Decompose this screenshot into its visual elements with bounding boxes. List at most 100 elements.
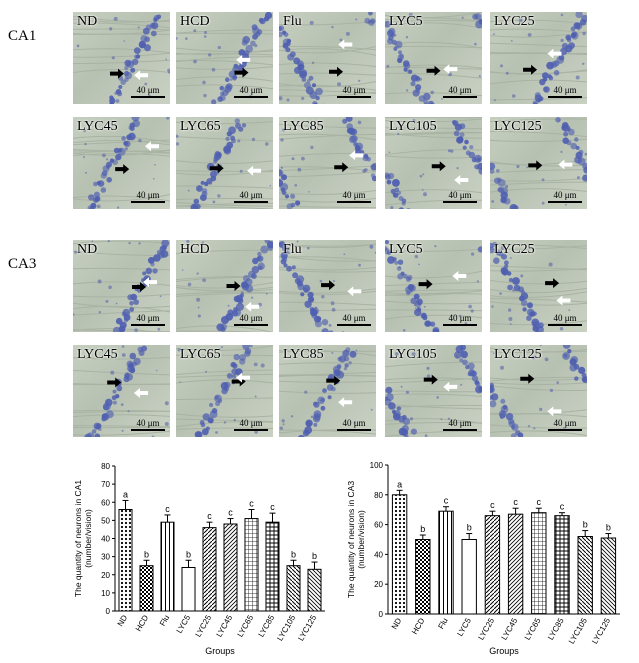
panel-group-label: LYC125 bbox=[494, 119, 542, 135]
bar bbox=[140, 566, 153, 611]
significance-letter: b bbox=[144, 549, 149, 559]
significance-letter: b bbox=[606, 523, 611, 533]
panel-group-label: LYC105 bbox=[389, 119, 437, 135]
scale-bar-label: 40 μm bbox=[342, 418, 365, 428]
scale-bar-label: 40 μm bbox=[448, 190, 471, 200]
scale-bar: 40 μm bbox=[131, 418, 165, 431]
scale-bar-line bbox=[548, 324, 582, 326]
scale-bar-label: 40 μm bbox=[239, 313, 262, 323]
significance-letter: b bbox=[420, 524, 425, 534]
scale-bar-label: 40 μm bbox=[239, 418, 262, 428]
scale-bar: 40 μm bbox=[337, 313, 371, 326]
bar bbox=[439, 511, 453, 614]
scale-bar-label: 40 μm bbox=[448, 85, 471, 95]
x-tick-label: LYC85 bbox=[257, 613, 277, 639]
significance-letter: a bbox=[123, 489, 128, 499]
scale-bar-line bbox=[131, 324, 165, 326]
bar bbox=[532, 513, 546, 614]
scale-bar-label: 40 μm bbox=[553, 190, 576, 200]
y-tick-label: 30 bbox=[101, 553, 110, 562]
scale-bar-line bbox=[548, 201, 582, 203]
significance-letter: c bbox=[513, 497, 518, 507]
panel-group-label: LYC25 bbox=[494, 242, 535, 258]
scale-bar: 40 μm bbox=[548, 313, 582, 326]
bar bbox=[203, 528, 216, 611]
micrograph-panel: LYC85 40 μm bbox=[279, 117, 376, 209]
significance-letter: b bbox=[291, 549, 296, 559]
micrograph-panel: LYC6540 μm bbox=[176, 117, 273, 209]
x-tick-label: LYC65 bbox=[236, 613, 256, 639]
micrograph-panel: LYC125 40 μm bbox=[490, 117, 587, 209]
y-tick-label: 10 bbox=[101, 589, 110, 598]
x-tick-label: LYC105 bbox=[567, 616, 589, 645]
micrograph-panel: LYC45 40 μm bbox=[73, 345, 170, 437]
bar bbox=[287, 566, 300, 611]
bar bbox=[161, 522, 174, 611]
x-tick-label: LYC125 bbox=[590, 616, 612, 645]
scale-bar-label: 40 μm bbox=[553, 85, 576, 95]
significance-letter: c bbox=[490, 500, 495, 510]
micrograph-panel: LYC105 40 μm bbox=[385, 117, 482, 209]
scale-bar: 40 μm bbox=[234, 418, 268, 431]
panel-group-label: LYC85 bbox=[283, 119, 324, 135]
panel-group-label: LYC5 bbox=[389, 242, 423, 258]
bar bbox=[508, 514, 522, 614]
x-tick-label: LYC25 bbox=[476, 616, 496, 642]
panel-group-label: LYC125 bbox=[494, 347, 542, 363]
scale-bar-line bbox=[337, 201, 371, 203]
bar bbox=[266, 522, 279, 611]
bar bbox=[119, 510, 132, 612]
scale-bar-line bbox=[337, 96, 371, 98]
scale-bar-label: 40 μm bbox=[342, 313, 365, 323]
scale-bar-line bbox=[337, 324, 371, 326]
micrograph-panel: HCD40 μm bbox=[176, 240, 273, 332]
significance-letter: c bbox=[249, 499, 254, 509]
scale-bar-line bbox=[234, 96, 268, 98]
x-axis-title: Groups bbox=[489, 646, 519, 656]
significance-letter: c bbox=[228, 508, 233, 518]
bar bbox=[308, 569, 321, 611]
scale-bar: 40 μm bbox=[337, 85, 371, 98]
scale-bar-label: 40 μm bbox=[136, 85, 159, 95]
micrograph-panel: LYC6540 μm bbox=[176, 345, 273, 437]
bar bbox=[601, 538, 615, 614]
scale-bar-label: 40 μm bbox=[239, 85, 262, 95]
y-tick-label: 70 bbox=[101, 480, 110, 489]
x-tick-label: Flu bbox=[436, 617, 449, 631]
x-tick-label: HCD bbox=[410, 616, 427, 636]
bar bbox=[392, 495, 406, 614]
micrograph-panel: LYC2540 μm bbox=[490, 12, 587, 104]
scale-bar-label: 40 μm bbox=[136, 190, 159, 200]
micrograph-panel: LYC5 40 μm bbox=[385, 12, 482, 104]
scale-bar-line bbox=[443, 201, 477, 203]
scale-bar: 40 μm bbox=[548, 190, 582, 203]
y-axis-title: The quantity of neurons in CA1(number/vi… bbox=[73, 480, 93, 597]
scale-bar-label: 40 μm bbox=[448, 313, 471, 323]
significance-letter: a bbox=[397, 479, 402, 489]
section-label-ca1: CA1 bbox=[8, 28, 36, 45]
micrograph-panel: LYC8540 μm bbox=[279, 345, 376, 437]
x-tick-label: LYC5 bbox=[175, 613, 193, 635]
scale-bar-label: 40 μm bbox=[136, 418, 159, 428]
micrograph-panel: Flu 40 μm bbox=[279, 12, 376, 104]
scale-bar: 40 μm bbox=[131, 190, 165, 203]
x-tick-label: LYC45 bbox=[215, 613, 235, 639]
x-tick-label: HCD bbox=[134, 613, 151, 633]
scale-bar-line bbox=[443, 429, 477, 431]
y-tick-label: 0 bbox=[106, 607, 111, 616]
panel-group-label: LYC65 bbox=[180, 119, 221, 135]
bar bbox=[224, 524, 237, 611]
bar bbox=[578, 537, 592, 614]
scale-bar: 40 μm bbox=[337, 190, 371, 203]
bar bbox=[416, 540, 430, 615]
scale-bar-label: 40 μm bbox=[448, 418, 471, 428]
panel-group-label: LYC5 bbox=[389, 14, 423, 30]
scale-bar: 40 μm bbox=[548, 418, 582, 431]
significance-letter: b bbox=[467, 523, 472, 533]
scale-bar-label: 40 μm bbox=[342, 85, 365, 95]
scale-bar-label: 40 μm bbox=[553, 418, 576, 428]
micrograph-panel: HCD40 μm bbox=[176, 12, 273, 104]
scale-bar: 40 μm bbox=[131, 85, 165, 98]
panel-group-label: Flu bbox=[283, 14, 302, 30]
panel-group-label: LYC45 bbox=[77, 347, 118, 363]
